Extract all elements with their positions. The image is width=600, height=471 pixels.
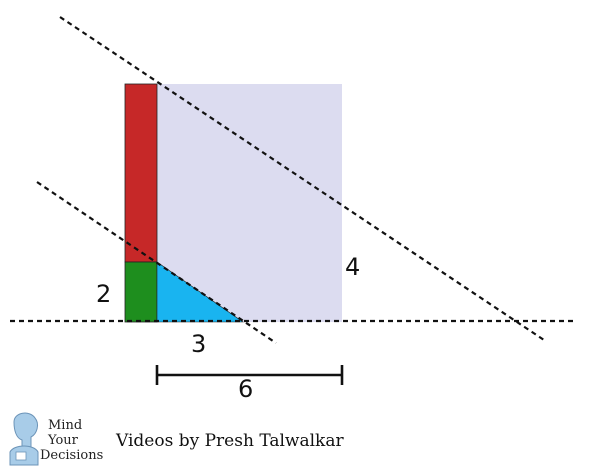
label-three: 3 bbox=[191, 330, 206, 358]
red-rectangle bbox=[124, 83, 158, 263]
lower-diagonal-dashed-line bbox=[36, 181, 277, 344]
upper-diagonal-dashed-line bbox=[59, 16, 545, 341]
logo-text-mind: Mind bbox=[48, 418, 82, 433]
label-four: 4 bbox=[345, 253, 360, 281]
logo-text-your: Your bbox=[47, 433, 79, 448]
measure-bar-six bbox=[155, 365, 344, 385]
label-six: 6 bbox=[238, 375, 253, 403]
label-two: 2 bbox=[96, 280, 111, 308]
logo-text-decisions: Decisions bbox=[40, 448, 103, 463]
green-square bbox=[124, 261, 158, 323]
thinker-head-icon bbox=[9, 412, 39, 466]
credit-text: Videos by Presh Talwalkar bbox=[115, 431, 344, 451]
